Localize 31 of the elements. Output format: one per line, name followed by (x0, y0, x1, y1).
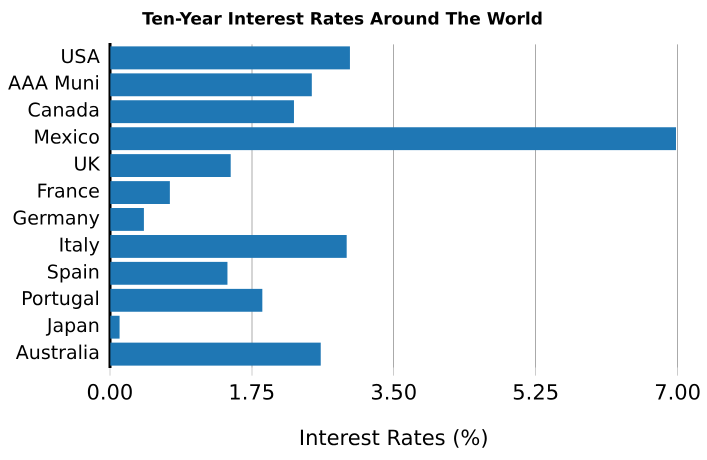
bar (110, 234, 347, 258)
bar (110, 46, 350, 70)
y-tick-label: Australia (16, 342, 100, 364)
y-tick-label: Spain (46, 261, 100, 284)
bar (110, 316, 120, 339)
y-tick-label: Canada (28, 100, 100, 122)
bar (110, 342, 321, 366)
bar (110, 208, 144, 231)
y-tick-label: Germany (12, 207, 100, 230)
x-axis-title: Interest Rates (%) (298, 426, 489, 450)
x-tick-label: 3.50 (370, 380, 418, 405)
y-tick-label: Japan (46, 315, 100, 338)
y-tick-label: UK (73, 154, 100, 176)
y-tick-label: Mexico (34, 126, 100, 149)
y-tick-label: AAA Muni (8, 72, 100, 95)
bar (110, 73, 312, 96)
bar (110, 288, 262, 312)
chart-title: Ten-Year Interest Rates Around The World (142, 10, 543, 30)
bar (110, 262, 228, 285)
bar (110, 181, 170, 204)
y-tick-label: France (36, 180, 100, 202)
x-tick-label: 5.25 (512, 380, 560, 405)
x-tick-label: 7.00 (654, 380, 702, 405)
bar (110, 127, 676, 150)
y-tick-label: Italy (58, 234, 100, 256)
bar (110, 100, 294, 124)
y-tick-label: USA (60, 46, 100, 68)
y-tick-label: Portugal (21, 288, 100, 310)
x-tick-label: 1.75 (228, 380, 276, 405)
bar (110, 154, 231, 178)
x-tick-label: 0.00 (86, 380, 134, 405)
